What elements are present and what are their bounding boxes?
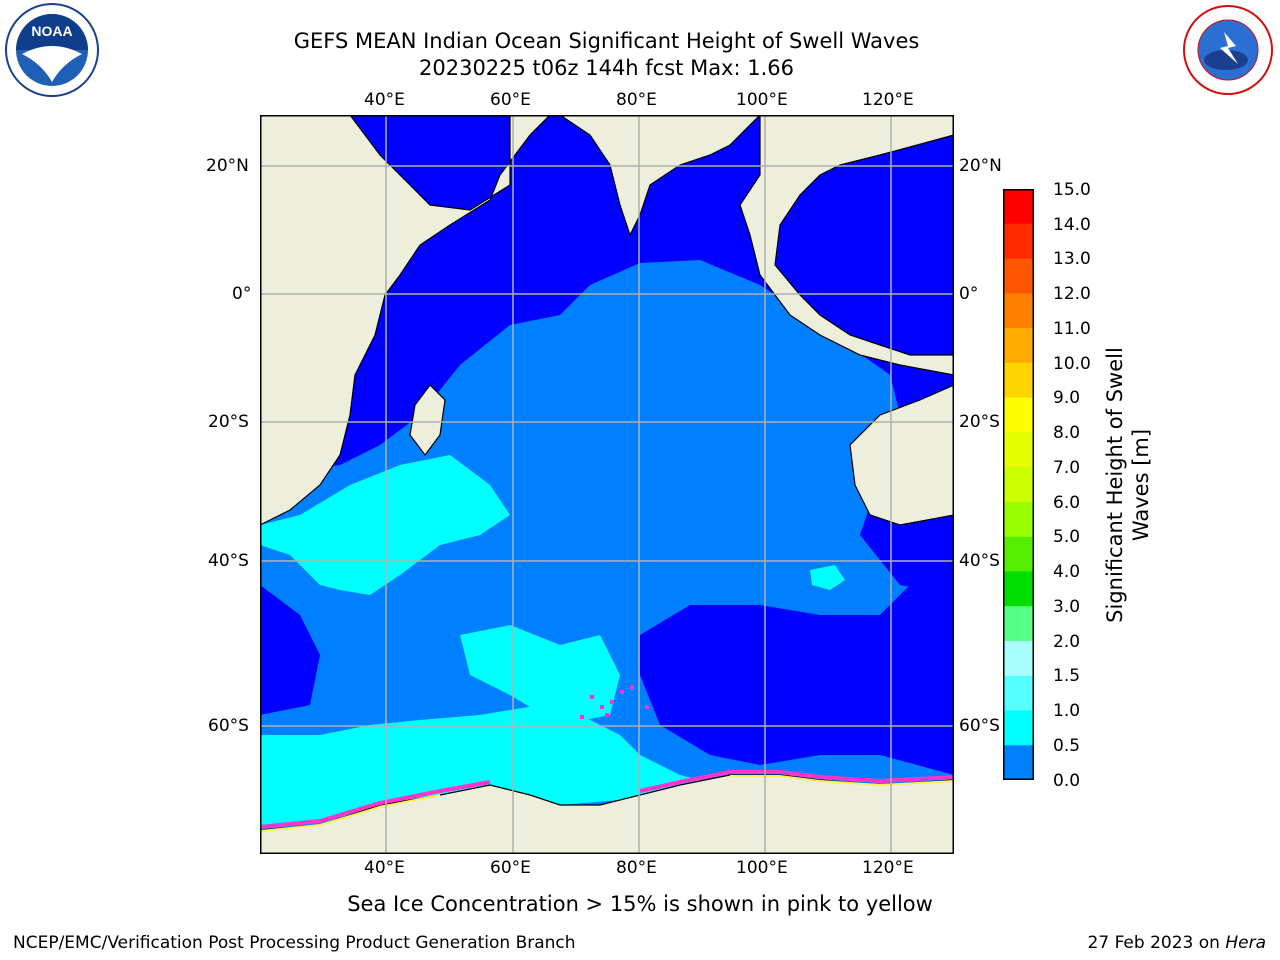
- colorbar-swatch: [1003, 189, 1034, 225]
- colorbar-tick: 3.0: [1053, 597, 1081, 617]
- colorbar-swatch: [1003, 745, 1034, 781]
- colorbar-tick: 13.0: [1053, 249, 1091, 269]
- map-panel: [259, 114, 955, 855]
- colorbar-tick: 1.5: [1053, 666, 1081, 686]
- bottom-lon-label-80e: 80°E: [616, 858, 657, 878]
- noaa-logo-text: NOAA: [31, 23, 72, 39]
- swell-cyan-southwest: [260, 455, 510, 595]
- bottom-lon-label-100e: 100°E: [736, 858, 788, 878]
- colorbar-swatch: [1003, 710, 1034, 746]
- top-lon-label-120e: 120°E: [862, 90, 914, 110]
- top-lon-label-80e: 80°E: [616, 90, 657, 110]
- footer-right: 27 Feb 2023 on Hera: [1088, 933, 1266, 953]
- left-lat-label-60s: 60°S: [208, 716, 249, 736]
- colorbar-tick: 9.0: [1053, 388, 1081, 408]
- colorbar-tick: 1.0: [1053, 701, 1081, 721]
- colorbar-swatch: [1003, 362, 1034, 399]
- map-border: [260, 115, 954, 854]
- colorbar-tick: 7.0: [1053, 458, 1081, 478]
- swell-cyan-central: [460, 625, 620, 725]
- colorbar-tick: 8.0: [1053, 423, 1081, 443]
- colorbar: [1003, 189, 1034, 781]
- colorbar-swatch: [1003, 606, 1034, 642]
- left-lat-label-0: 0°: [232, 284, 252, 304]
- nws-logo: [1178, 2, 1278, 98]
- colorbar-swatch: [1003, 397, 1034, 433]
- colorbar-tick: 0.5: [1053, 736, 1081, 756]
- colorbar-tick: 5.0: [1053, 527, 1081, 547]
- footer-left: NCEP/EMC/Verification Post Processing Pr…: [13, 933, 576, 953]
- map-svg: [259, 114, 955, 855]
- land-australia: [849, 384, 955, 526]
- colorbar-swatch: [1003, 571, 1034, 607]
- map-subtitle: 20230225 t06z 144h fcst Max: 1.66: [419, 56, 794, 80]
- sea-ice-caption: Sea Ice Concentration > 15% is shown in …: [347, 892, 933, 916]
- colorbar-swatch: [1003, 432, 1034, 468]
- colorbar-swatch: [1003, 223, 1034, 260]
- colorbar-tick: 4.0: [1053, 562, 1081, 582]
- right-lat-label-60s: 60°S: [959, 716, 1000, 736]
- colorbar-swatch: [1003, 328, 1034, 364]
- colorbar-tick: 12.0: [1053, 284, 1091, 304]
- ocean-deep-south: [640, 555, 954, 775]
- bottom-lon-label-60e: 60°E: [490, 858, 531, 878]
- top-lon-label-60e: 60°E: [490, 90, 531, 110]
- noaa-logo: NOAA: [2, 2, 102, 98]
- colorbar-tick: 11.0: [1053, 319, 1091, 339]
- sea-ice-fringe: [259, 770, 955, 829]
- colorbar-swatch: [1003, 258, 1034, 294]
- top-lon-label-40e: 40°E: [364, 90, 405, 110]
- land-madagascar: [409, 384, 446, 456]
- colorbar-swatch: [1003, 675, 1034, 711]
- right-lat-label-20s: 20°S: [959, 412, 1000, 432]
- map-title: GEFS MEAN Indian Ocean Significant Heigh…: [293, 29, 920, 53]
- colorbar-svg: [1003, 189, 1034, 781]
- bottom-lon-label-40e: 40°E: [364, 858, 405, 878]
- swell-cyan-small: [810, 565, 845, 590]
- land-india: [558, 114, 762, 237]
- left-lat-label-20n: 20°N: [206, 156, 249, 176]
- land-southeast-asia: [739, 114, 955, 376]
- footer-machine: Hera: [1225, 933, 1266, 953]
- top-lon-label-100e: 100°E: [736, 90, 788, 110]
- colorbar-swatch: [1003, 467, 1034, 503]
- colorbar-tick: 10.0: [1053, 354, 1091, 374]
- colorbar-tick: 2.0: [1053, 632, 1081, 652]
- colorbar-label: Significant Height of Swell Waves [m]: [1103, 347, 1153, 623]
- colorbar-tick: 0.0: [1053, 771, 1081, 791]
- graticule: [260, 115, 954, 854]
- colorbar-border: [1003, 189, 1034, 780]
- right-lat-label-20n: 20°N: [959, 156, 1002, 176]
- colorbar-tick: 15.0: [1053, 180, 1091, 200]
- colorbar-swatch: [1003, 501, 1034, 538]
- ocean-deep-west: [260, 585, 320, 715]
- colorbar-swatch: [1003, 293, 1034, 329]
- left-lat-label-40s: 40°S: [208, 551, 249, 571]
- right-lat-label-40s: 40°S: [959, 551, 1000, 571]
- bottom-lon-label-120e: 120°E: [862, 858, 914, 878]
- sea-ice-fringe-yellow: [259, 775, 955, 832]
- sea-ice-scatter: [580, 685, 649, 719]
- colorbar-tick: 6.0: [1053, 493, 1081, 513]
- colorbar-swatch: [1003, 640, 1034, 677]
- colorbar-tick: 14.0: [1053, 215, 1091, 235]
- colorbar-swatch: [1003, 536, 1034, 572]
- swell-cyan-southern: [260, 705, 720, 825]
- right-lat-label-0: 0°: [959, 284, 979, 304]
- left-lat-label-20s: 20°S: [208, 412, 249, 432]
- footer-date: 27 Feb 2023 on: [1087, 933, 1226, 953]
